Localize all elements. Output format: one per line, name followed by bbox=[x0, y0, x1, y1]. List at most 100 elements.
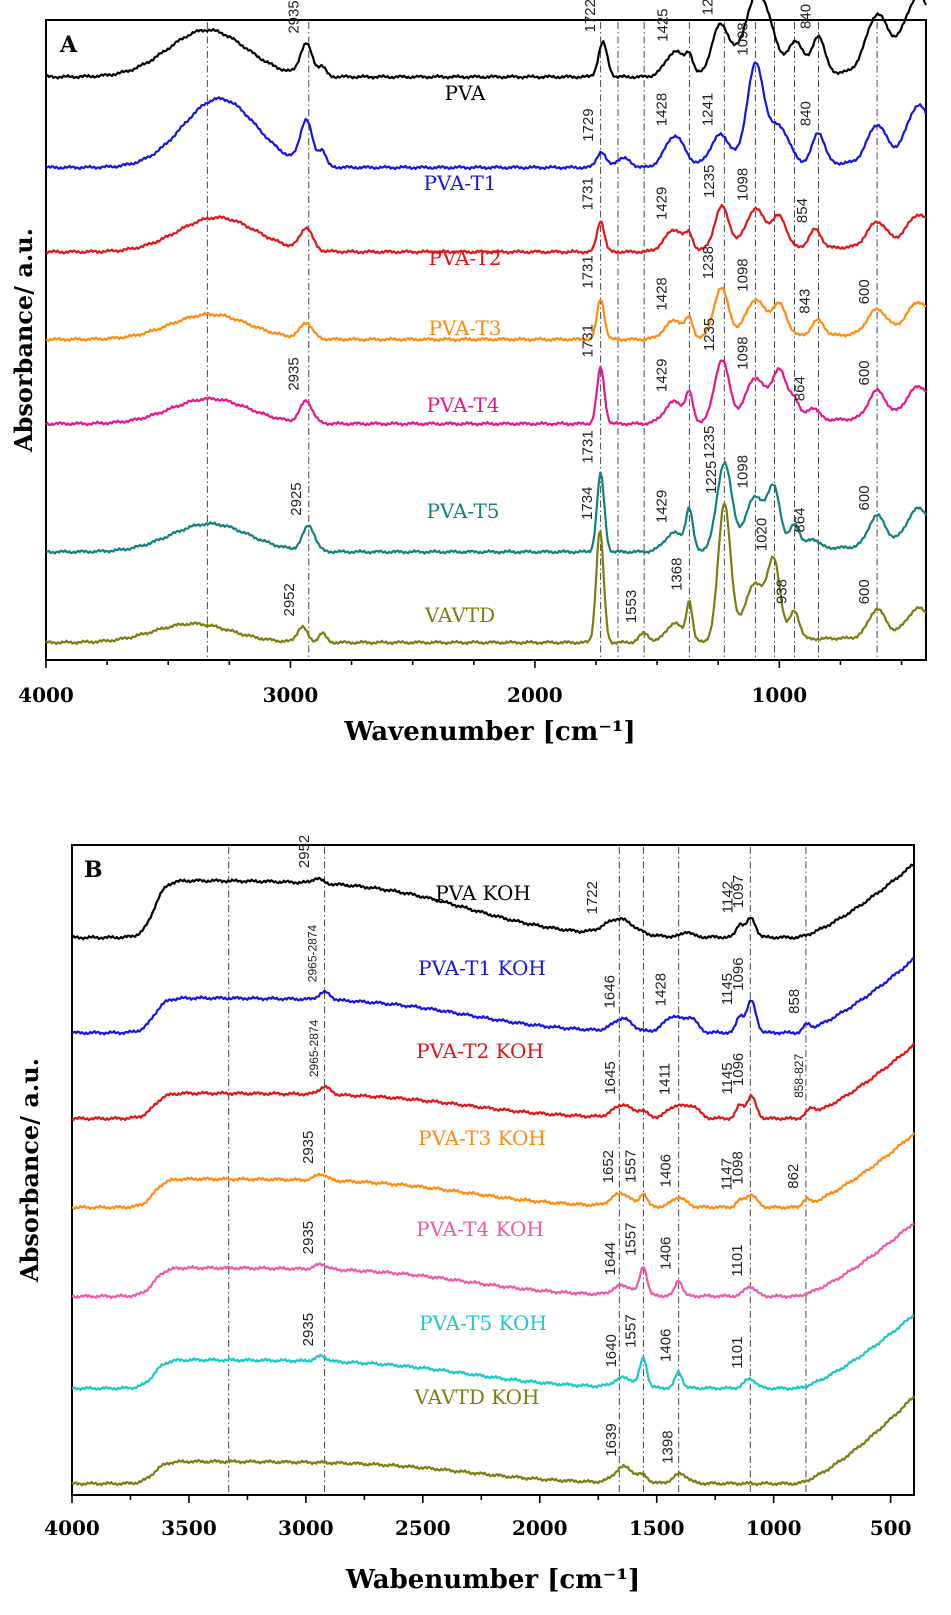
peak-annotation: 2952 bbox=[281, 583, 298, 616]
series-line-pva-t3-koh bbox=[71, 1132, 916, 1211]
series-line-vavtd-koh bbox=[71, 1395, 915, 1487]
series-label: PVA-T2 KOH bbox=[416, 1039, 544, 1063]
x-tick-label: 2000 bbox=[512, 1516, 568, 1540]
panel-a-peak-annotations: 2935172214251241108684017291428124110988… bbox=[281, 0, 873, 623]
panel-b-x-ticks: 4000 3500 3000 2500 2000 1500 1000 500 bbox=[44, 1495, 911, 1540]
peak-annotation: 858-827 bbox=[792, 1054, 806, 1098]
peak-annotation: 600 bbox=[856, 579, 873, 604]
peak-annotation: 1428 bbox=[654, 93, 671, 126]
panel-a-series-group: PVA PVA-T1 PVA-T2 PVA-T3 PVA-T4 PVA-T5 VAVTD bbox=[45, 0, 928, 646]
peak-annotation: 1142 bbox=[719, 881, 736, 913]
series-line-pva-t2-koh bbox=[71, 1042, 915, 1122]
peak-annotation: 1235 bbox=[701, 165, 718, 198]
peak-annotation: 2952 bbox=[296, 835, 313, 868]
peak-annotation: 1731 bbox=[580, 177, 597, 210]
peak-annotation: 1557 bbox=[622, 1150, 639, 1183]
series-label: PVA-T1 bbox=[423, 171, 496, 195]
peak-annotation: 1147 bbox=[718, 1158, 735, 1190]
x-tick-label: 4000 bbox=[18, 683, 74, 707]
series-line-pva bbox=[45, 0, 927, 80]
peak-annotation: 1096 bbox=[730, 1053, 747, 1086]
peak-annotation: 1098 bbox=[734, 336, 751, 369]
series-label: PVA bbox=[445, 81, 487, 105]
peak-annotation: 2935 bbox=[300, 1313, 317, 1346]
peak-annotation: 1411 bbox=[657, 1063, 674, 1095]
peak-annotation: 1225 bbox=[703, 461, 720, 494]
series-label: PVA-T2 bbox=[428, 246, 501, 270]
series-line-pva-t5 bbox=[46, 461, 928, 555]
peak-annotation: 1238 bbox=[700, 246, 717, 279]
series-label: PVA-T3 bbox=[428, 316, 501, 340]
peak-annotation: 1145 bbox=[719, 973, 736, 1005]
series-line-pva-t5-koh bbox=[72, 1314, 915, 1392]
series-line-pva-t1 bbox=[45, 61, 928, 171]
x-tick-label: 4000 bbox=[44, 1516, 100, 1540]
peak-annotation: 1235 bbox=[701, 426, 718, 459]
peak-annotation: 1098 bbox=[730, 1151, 747, 1184]
peak-annotation: 1429 bbox=[653, 359, 670, 392]
panel-a-letter: A bbox=[59, 32, 78, 58]
peak-annotation: 1428 bbox=[653, 973, 670, 1006]
panel-b-y-axis-title: Absorbance/ a.u. bbox=[15, 1058, 44, 1283]
peak-annotation: 1640 bbox=[603, 1334, 620, 1367]
peak-annotation: 840 bbox=[797, 4, 814, 29]
peak-annotation: 1428 bbox=[654, 277, 671, 310]
x-tick-label: 1000 bbox=[751, 683, 807, 707]
series-line-pva-t3 bbox=[45, 286, 927, 343]
series-label: VAVTD bbox=[424, 603, 495, 627]
series-label: PVA-T1 KOH bbox=[418, 956, 546, 980]
peak-annotation: 1098 bbox=[734, 168, 751, 201]
peak-annotation: 862 bbox=[785, 1164, 802, 1189]
peak-annotation: 843 bbox=[797, 289, 814, 314]
peak-annotation: 2935 bbox=[285, 0, 302, 33]
series-label: PVA-T4 bbox=[426, 393, 499, 417]
peak-annotation: 858 bbox=[786, 989, 803, 1014]
peak-annotation: 1731 bbox=[580, 255, 597, 288]
peak-annotation: 864 bbox=[792, 507, 809, 532]
peak-annotation: 1644 bbox=[602, 1242, 619, 1275]
peak-annotation: 2935 bbox=[300, 1131, 317, 1164]
peak-annotation: 1098 bbox=[734, 22, 751, 55]
panel-a-reference-lines bbox=[206, 22, 878, 658]
series-line-pva-t4-koh bbox=[71, 1222, 915, 1300]
peak-annotation: 1645 bbox=[602, 1061, 619, 1094]
peak-annotation: 1406 bbox=[658, 1329, 675, 1362]
peak-annotation: 1557 bbox=[622, 1223, 639, 1256]
panel-a-plot-frame bbox=[45, 19, 927, 661]
peak-annotation: 1398 bbox=[660, 1430, 677, 1463]
peak-annotation: 1368 bbox=[668, 558, 685, 591]
x-tick-label: 3500 bbox=[161, 1516, 217, 1540]
peak-annotation: 1145 bbox=[719, 1062, 736, 1094]
peak-annotation: 1406 bbox=[658, 1154, 675, 1187]
panel-b-x-axis-title: Wabenumber [cm⁻¹] bbox=[345, 1565, 640, 1595]
x-tick-label: 2000 bbox=[507, 683, 563, 707]
panel-b-series-group: PVA KOH PVA-T1 KOH PVA-T2 KOH PVA-T3 KOH PVA… bbox=[71, 863, 916, 1487]
peak-annotation: 840 bbox=[797, 101, 814, 126]
series-line-pva-t4 bbox=[45, 359, 927, 427]
peak-annotation: 1101 bbox=[729, 1244, 746, 1276]
panel-a-x-ticks: 4000 3000 2000 1000 bbox=[18, 660, 903, 707]
peak-annotation: 1731 bbox=[580, 430, 597, 463]
peak-annotation: 938 bbox=[773, 579, 790, 604]
peak-annotation: 2965-2874 bbox=[307, 1019, 321, 1077]
peak-annotation: 2935 bbox=[285, 357, 302, 390]
x-tick-label: 1500 bbox=[629, 1516, 685, 1540]
peak-annotation: 1646 bbox=[602, 975, 619, 1008]
peak-annotation: 854 bbox=[794, 198, 811, 223]
x-tick-label: 3000 bbox=[263, 683, 319, 707]
peak-annotation: 1020 bbox=[753, 518, 770, 551]
peak-annotation: 2935 bbox=[300, 1221, 317, 1254]
peak-annotation: 1098 bbox=[734, 455, 751, 488]
peak-annotation: 1429 bbox=[653, 187, 670, 220]
x-tick-label: 3000 bbox=[278, 1516, 334, 1540]
peak-annotation: 1722 bbox=[584, 881, 601, 914]
peak-annotation: 1241 bbox=[699, 0, 716, 15]
series-label: PVA-T3 KOH bbox=[418, 1126, 546, 1150]
panel-b-plot-frame bbox=[71, 844, 915, 1496]
panel-b-reference-lines bbox=[228, 847, 807, 1493]
peak-annotation: 1652 bbox=[600, 1150, 617, 1183]
panel-a-x-axis-title: Wavenumber [cm⁻¹] bbox=[343, 717, 635, 747]
